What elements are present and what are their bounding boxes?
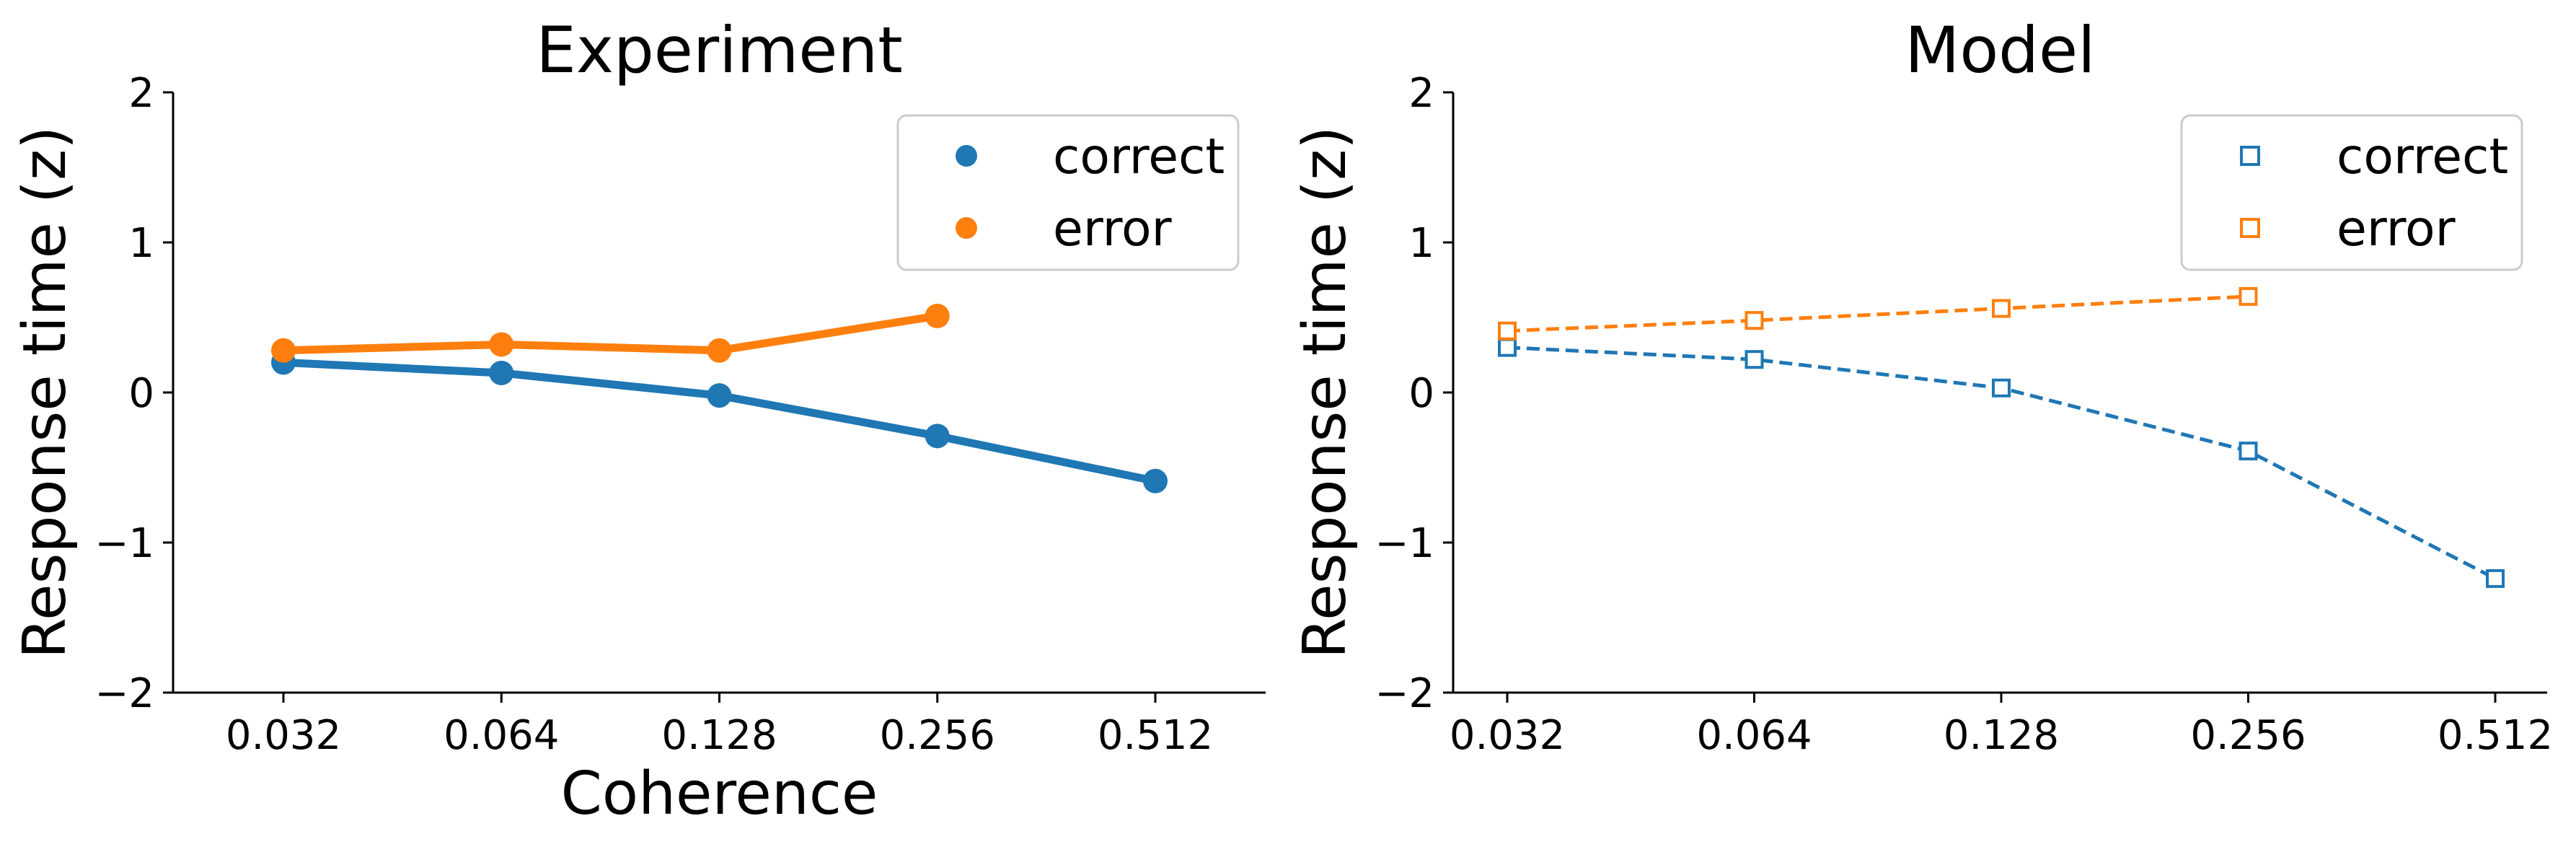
chart-title: Experiment <box>536 13 902 87</box>
data-point-correct <box>2486 569 2505 588</box>
legend-box <box>896 114 1240 271</box>
x-tick-label: 0.064 <box>444 712 559 759</box>
x-axis-label: Coherence <box>561 760 878 828</box>
data-point-correct <box>1744 350 1764 369</box>
data-point-correct <box>1143 468 1168 493</box>
data-point-correct <box>1498 338 1517 357</box>
legend: correct error <box>2180 114 2523 271</box>
x-tick-label: 0.512 <box>1098 712 1213 759</box>
legend-label-correct: correct <box>2337 128 2508 185</box>
series-line-correct <box>283 358 1157 486</box>
legend-marker-correct <box>2240 146 2260 166</box>
chart-panel-1: Experiment −2 −1 0 1 2 0.032 0.064 0.128 0.256 0.5… <box>11 13 1266 828</box>
legend-marker-error <box>956 217 977 239</box>
series-error <box>1498 286 2258 341</box>
data-point-error <box>1992 299 2011 318</box>
y-tick-label: 1 <box>1408 220 1434 267</box>
data-point-error <box>925 303 950 328</box>
y-tick-label: −2 <box>1375 670 1434 717</box>
x-tick-label: 0.128 <box>661 712 777 759</box>
data-point-error <box>489 332 514 357</box>
x-tick-label: 0.032 <box>1450 712 1565 759</box>
x-tick-label: 0.128 <box>1944 712 2059 759</box>
legend-label-error: error <box>2337 201 2456 258</box>
y-tick-label: 2 <box>1408 70 1434 117</box>
x-tick-label: 0.256 <box>2190 712 2306 759</box>
chart-panel-2: Model −2 −1 0 1 2 0.032 0.064 0.128 0.256 0.512 Res… <box>1291 13 2553 759</box>
chart-title: Model <box>1905 13 2095 87</box>
x-tick-label: 0.512 <box>2438 712 2553 759</box>
series-correct <box>1498 338 2505 588</box>
series-line-error <box>283 312 938 355</box>
y-tick-label: −1 <box>1375 520 1434 567</box>
y-tick-label: 0 <box>128 370 154 417</box>
y-tick-label: −1 <box>94 520 154 567</box>
y-axis-label: Response time (z) <box>1291 126 1359 659</box>
legend: correct error <box>896 114 1240 271</box>
y-tick-label: 0 <box>1408 370 1434 417</box>
x-tick-label: 0.256 <box>880 712 995 759</box>
legend-label-error: error <box>1053 201 1172 258</box>
series-line-error <box>1507 294 2249 333</box>
data-point-error <box>2238 286 2258 306</box>
data-point-error <box>707 338 732 363</box>
legend-label-correct: correct <box>1053 128 1225 185</box>
data-point-correct <box>925 423 950 449</box>
data-point-correct <box>707 383 732 408</box>
y-tick-label: 2 <box>128 70 154 117</box>
data-point-error <box>271 338 296 363</box>
legend-marker-error <box>2240 218 2260 238</box>
data-point-correct <box>489 360 514 385</box>
series-correct <box>271 350 1168 493</box>
legend-marker-correct <box>956 145 977 167</box>
data-point-error <box>1744 311 1764 330</box>
y-tick-label: 1 <box>128 220 154 267</box>
legend-box <box>2180 114 2523 271</box>
y-tick-label: −2 <box>94 670 154 717</box>
data-point-correct <box>1992 378 2011 398</box>
series-error <box>271 303 950 363</box>
x-tick-label: 0.064 <box>1696 712 1812 759</box>
y-axis-label: Response time (z) <box>11 126 79 659</box>
data-point-error <box>1498 321 1517 341</box>
data-point-correct <box>2238 442 2258 461</box>
x-tick-label: 0.032 <box>226 712 341 759</box>
